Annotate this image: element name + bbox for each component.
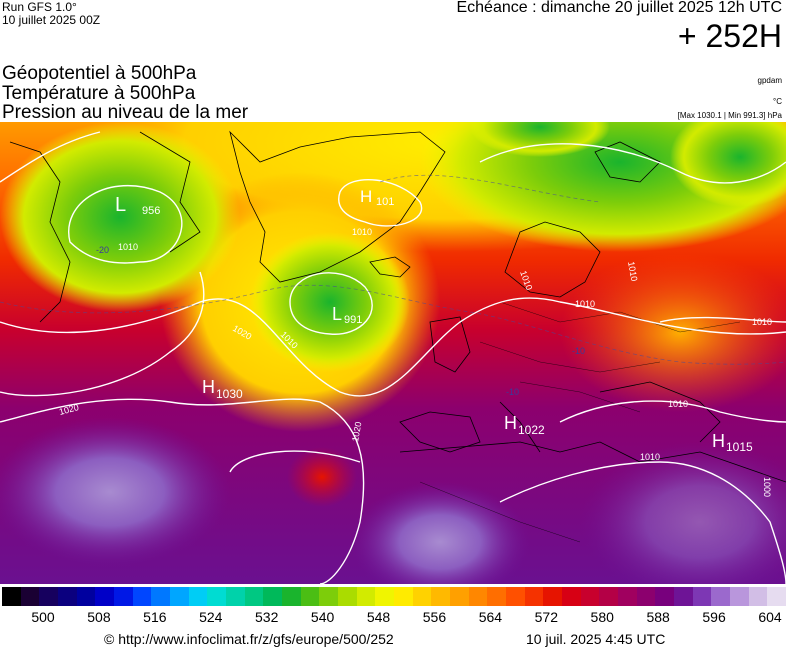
color-scale-tick: 604 (758, 609, 782, 625)
color-scale-tick: 572 (534, 609, 558, 625)
color-scale-swatch (506, 587, 526, 606)
forecast-hours: + 252H (677, 18, 782, 54)
isobar-label: 1010 (640, 452, 660, 462)
isobar-label: 1000 (762, 477, 772, 497)
color-scale-swatch (562, 587, 582, 606)
pressure-center-letter: L (115, 194, 126, 216)
color-scale-swatch (692, 587, 712, 606)
color-scale-tick: 540 (310, 609, 335, 625)
temperature-label: -10 (506, 387, 519, 397)
unit-temperature: °C (773, 97, 782, 106)
weather-map: L 956 H 101 L 991 H 1030 H 1022 H 1015 1… (0, 122, 786, 584)
color-scale-swatch (95, 587, 115, 606)
color-scale-swatch (58, 587, 78, 606)
color-scale-tick: 516 (143, 609, 167, 625)
color-scale-tick: 524 (199, 609, 223, 625)
color-scale-swatch (655, 587, 675, 606)
pressure-center-value: 1022 (518, 423, 545, 437)
color-scale-swatch (263, 587, 283, 606)
color-scale-tick: 564 (478, 609, 503, 625)
run-label: Run GFS 1.0° (2, 0, 77, 14)
color-scale-swatch (524, 587, 544, 606)
borders (419, 301, 741, 543)
color-scale-swatch (76, 587, 96, 606)
color-scale-tick: 588 (646, 609, 670, 625)
color-scale-swatch (711, 587, 731, 606)
isobar-label: 1010 (752, 317, 772, 327)
color-scale-swatch (748, 587, 768, 606)
source-url[interactable]: © http://www.infoclimat.fr/z/gfs/europe/… (104, 631, 394, 647)
color-scale-swatch (188, 587, 208, 606)
pressure-center-value: 956 (142, 205, 160, 217)
color-scale-swatch (431, 587, 451, 606)
isobar-label: 1010 (575, 299, 595, 309)
color-scale-tick: 596 (702, 609, 726, 625)
color-scale-swatch (468, 587, 488, 606)
color-scale-swatch (300, 587, 320, 606)
color-scale-swatch (319, 587, 339, 606)
color-scale-swatch (375, 587, 395, 606)
color-scale-swatch (356, 587, 376, 606)
color-scale-swatch (487, 587, 507, 606)
color-scale-tick: 548 (366, 609, 391, 625)
color-scale-tick: 508 (87, 609, 111, 625)
color-scale-swatch (226, 587, 246, 606)
color-scale-tick: 500 (31, 609, 55, 625)
temperature-label: -20 (96, 245, 109, 255)
pressure-center-value: 991 (344, 314, 362, 326)
color-scale-swatch (114, 587, 134, 606)
pressure-center-value: 101 (376, 196, 394, 208)
isotherms (0, 174, 786, 365)
pressure-center-letter: L (332, 304, 342, 324)
pressure-center-value: 1030 (216, 387, 243, 401)
color-scale-swatch (674, 587, 694, 606)
run-date: 10 juillet 2025 00Z (2, 13, 101, 27)
color-scale-tick: 556 (422, 609, 447, 625)
pressure-center-value: 1015 (726, 440, 753, 454)
color-scale-swatch (244, 587, 264, 606)
title-temperature: Température à 500hPa (2, 83, 196, 104)
color-scale-swatch (412, 587, 432, 606)
generation-time: 10 juil. 2025 4:45 UTC (526, 631, 666, 647)
forecast-valid-time: Echéance : dimanche 20 juillet 2025 12h … (456, 0, 782, 16)
color-scale-tick: 580 (590, 609, 614, 625)
coastlines (9, 130, 786, 483)
color-scale-swatch (618, 587, 638, 606)
color-scale-tick: 532 (255, 609, 279, 625)
isobars (0, 131, 786, 584)
title-geopotential: Géopotentiel à 500hPa (2, 63, 197, 84)
color-scale-swatch (450, 587, 470, 606)
color-scale-swatch (636, 587, 656, 606)
color-scale-swatch (543, 587, 563, 606)
pressure-center-letter: H (504, 413, 517, 433)
unit-geopotential: gpdam (757, 76, 782, 85)
isobar-label: 1010 (668, 399, 688, 409)
color-scale-swatch (338, 587, 358, 606)
color-scale (2, 587, 786, 606)
color-scale-swatch (151, 587, 171, 606)
color-scale-swatch (282, 587, 302, 606)
color-scale-swatch (394, 587, 414, 606)
unit-pressure-range: [Max 1030.1 | Min 991.3] hPa (677, 111, 782, 120)
isobar-label: 1020 (350, 421, 363, 442)
isobar-label: 1010 (626, 261, 639, 282)
color-scale-swatch (132, 587, 152, 606)
color-scale-swatch (599, 587, 619, 606)
isobar-label: 1010 (352, 227, 372, 237)
title-pressure: Pression au niveau de la mer (2, 102, 249, 123)
color-scale-swatch (730, 587, 750, 606)
color-scale-swatch (170, 587, 190, 606)
color-scale-swatch (580, 587, 600, 606)
isobar-label: 1010 (118, 242, 138, 252)
temperature-label: -10 (572, 346, 585, 356)
color-scale-swatch (20, 587, 40, 606)
pressure-center-letter: H (712, 431, 725, 451)
pressure-center-letter: H (202, 377, 215, 397)
color-scale-swatch (767, 587, 786, 606)
pressure-center-letter: H (360, 187, 372, 206)
color-scale-swatch (207, 587, 227, 606)
color-scale-swatch (2, 587, 22, 606)
color-scale-swatch (39, 587, 59, 606)
